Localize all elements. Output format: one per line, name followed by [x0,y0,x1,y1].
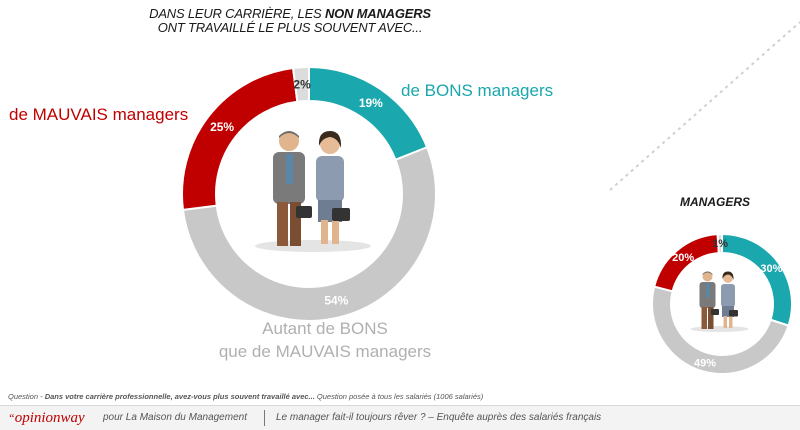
chart-title: DANS LEUR CARRIÈRE, LES NON MANAGERS ONT… [140,7,440,35]
value-label-good: 30% [760,263,782,275]
value-label-equal: 49% [694,357,716,369]
question-base: Question posée à tous les salariés (1006… [314,392,484,401]
businesswoman-figure [316,131,350,244]
label-equal-line1: Autant de BONS [262,319,388,338]
businesswoman-figure [721,271,738,328]
slice-no-answer [716,232,723,255]
label-equal-line2: que de MAUVAIS managers [218,342,432,361]
question-text: Dans votre carrière professionnelle, ave… [44,392,315,401]
managers-title: MANAGERS [679,195,750,209]
title-line2: ONT TRAVAILLÉ LE PLUS SOUVENT AVEC... [157,20,423,35]
survey-title: Le manager fait-il toujours rêver ? – En… [276,412,602,423]
opinionway-logo: “opinionway [8,410,85,427]
footer-bar: “opinionway pour La Maison du Management… [0,405,800,430]
sponsor-text: pour La Maison du Management [103,412,247,423]
logo-text: opinionway [14,410,85,426]
businessman-figure [699,271,719,329]
label-good-managers: de BONS managers [401,81,554,100]
value-label-good: 19% [359,96,383,110]
slice-equal [181,145,437,322]
value-label-bad: 25% [210,120,234,134]
logo-quote: “ [8,411,15,425]
value-label-bad: 20% [672,252,694,264]
value-label-equal: 54% [324,294,348,308]
question-prefix: Question - [8,392,45,401]
value-label-no-answer: 1% [712,238,728,250]
question-note: Question - Dans votre carrière professio… [8,392,483,401]
value-label-no-answer: 2% [293,77,311,91]
label-equal: Autant de BONS que de MAUVAIS managers [190,317,460,363]
businessman-figure [273,131,312,246]
slice-no-answer [291,65,310,103]
label-bad-managers: de MAUVAIS managers [9,105,189,124]
title-bold: NON MANAGERS [324,6,431,21]
title-prefix: DANS LEUR CARRIÈRE, LES [149,6,325,21]
footer-separator [264,410,265,426]
